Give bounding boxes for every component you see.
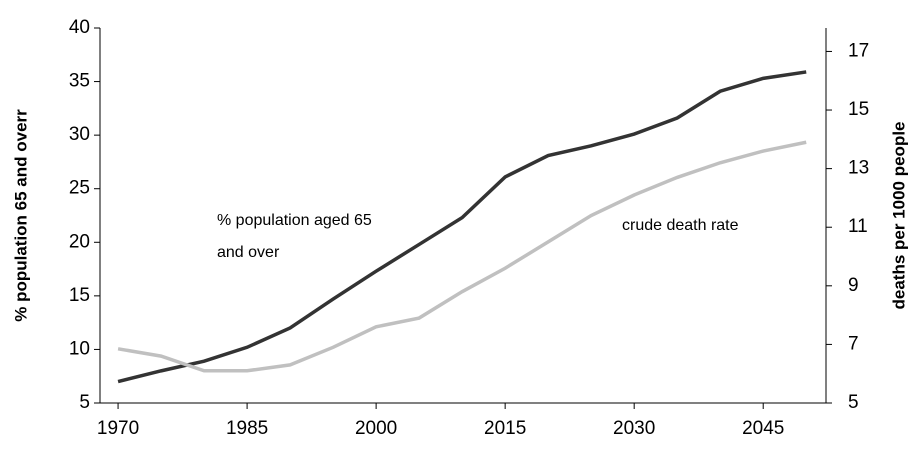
- y2-tick-label: 17: [848, 40, 869, 61]
- x-tick-label: 1970: [97, 418, 139, 439]
- x-tick-label: 2015: [484, 418, 526, 439]
- x-tick-label: 2045: [742, 418, 784, 439]
- y-tick-label: 30: [69, 124, 90, 145]
- y-tick-label: 5: [79, 392, 90, 413]
- x-tick-label: 2000: [355, 418, 397, 439]
- y2-axis-title: deaths per 1000 people: [889, 121, 908, 309]
- y2-tick-label: 9: [848, 275, 859, 296]
- series-line: [117, 70, 807, 384]
- y-tick-label: 20: [69, 231, 90, 252]
- y-tick-label: 25: [69, 178, 90, 199]
- y-tick-label: 10: [69, 338, 90, 359]
- y-tick-label: 35: [69, 71, 90, 92]
- y2-tick-label: 13: [848, 158, 869, 179]
- y2-tick-label: 11: [848, 216, 868, 237]
- series-label: % population aged 65 and over: [217, 212, 372, 261]
- y-tick-label: 15: [69, 285, 90, 306]
- y-tick-label: 40: [69, 17, 90, 38]
- y2-tick-label: 15: [848, 99, 869, 120]
- x-tick-label: 1985: [226, 418, 268, 439]
- y-axis-title: % population 65 and overr: [11, 109, 30, 322]
- series-label: crude death rate: [622, 217, 739, 234]
- x-tick-label: 2030: [613, 418, 655, 439]
- y2-tick-label: 7: [848, 333, 859, 354]
- series-line: [117, 140, 807, 373]
- y2-tick-label: 5: [848, 392, 859, 413]
